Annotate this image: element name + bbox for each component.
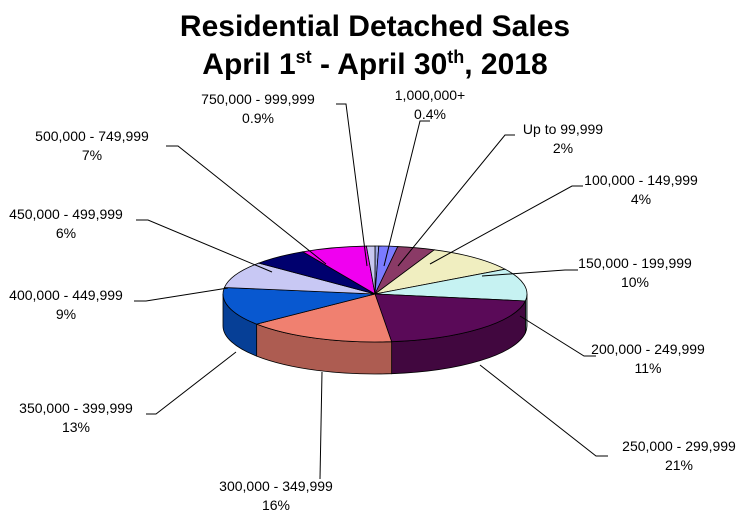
slice-label-500-000-749-999: 500,000 - 749,999 xyxy=(35,128,149,144)
pie-slice-150-000-199-999 xyxy=(374,249,507,295)
slice-label-100-000-149-999: 100,000 - 149,999 xyxy=(584,172,698,188)
leader-line-250-000-299-999 xyxy=(479,364,608,457)
slice-label-300-000-349-999: 300,000 - 349,999 xyxy=(219,478,333,494)
slice-value-100-000-149-999: 4% xyxy=(631,191,651,207)
slice-value-350-000-399-999: 13% xyxy=(62,419,90,435)
slice-value-1-000-000: 0.4% xyxy=(414,106,446,122)
pie-labels: 1,000,000+ 0.4% Up to 99,999 2% 100,000 - 14… xyxy=(9,87,736,513)
slice-value-750-000-999-999: 0.9% xyxy=(242,110,274,126)
slice-label-450-000-499-999: 450,000 - 499,999 xyxy=(9,206,123,222)
slice-label-750-000-999-999: 750,000 - 999,999 xyxy=(201,91,315,107)
leader-line-150-000-199-999 xyxy=(481,269,578,277)
pie-slice-400-000-449-999 xyxy=(223,262,376,295)
leader-line-up-to-99-999 xyxy=(397,134,515,267)
slice-value-300-000-349-999: 16% xyxy=(262,497,290,513)
pie-slice-300-000-349-999 xyxy=(255,293,393,343)
pie-slice-350-000-399-999 xyxy=(222,287,376,325)
slice-label-up-to-99-999: Up to 99,999 xyxy=(523,121,603,137)
chart-subtitle: April 1st - April 30th, 2018 xyxy=(202,47,547,81)
slice-value-500-000-749-999: 7% xyxy=(82,147,102,163)
slice-value-200-000-249-999: 11% xyxy=(635,360,662,376)
slice-label-250-000-299-999: 250,000 - 299,999 xyxy=(622,438,736,454)
pie-slice-750-000-999-999 xyxy=(365,245,376,295)
slice-label-1-000-000: 1,000,000+ xyxy=(395,87,465,103)
leader-line-500-000-749-999 xyxy=(166,145,327,265)
slice-value-450-000-499-999: 6% xyxy=(56,225,76,241)
slice-label-200-000-249-999: 200,000 - 249,999 xyxy=(591,341,705,357)
pie-sides xyxy=(222,293,528,375)
leader-line-350-000-399-999 xyxy=(146,351,237,415)
slice-value-250-000-299-999: 21% xyxy=(665,457,693,473)
chart-title: Residential Detached Sales xyxy=(180,10,570,43)
leader-line-100-000-149-999 xyxy=(429,185,583,265)
slice-label-400-000-449-999: 400,000 - 449,999 xyxy=(9,287,123,303)
leader-line-750-000-999-999 xyxy=(336,103,368,267)
slice-value-150-000-199-999: 10% xyxy=(621,274,649,290)
pie-slice-200-000-249-999 xyxy=(374,268,528,302)
slice-value-400-000-449-999: 9% xyxy=(56,306,76,322)
slice-value-up-to-99-999: 2% xyxy=(553,140,573,156)
pie-tops xyxy=(222,245,528,343)
pie-slice-250-000-299-999 xyxy=(374,293,527,343)
leader-line-400-000-449-999 xyxy=(134,287,229,302)
leader-line-300-000-349-999 xyxy=(319,371,323,480)
leader-line-450-000-499-999 xyxy=(136,219,273,273)
leader-line-1-000-000 xyxy=(383,120,430,267)
slice-label-350-000-399-999: 350,000 - 399,999 xyxy=(19,400,133,416)
slice-label-150-000-199-999: 150,000 - 199,999 xyxy=(578,255,692,271)
leader-line-200-000-249-999 xyxy=(519,315,596,357)
